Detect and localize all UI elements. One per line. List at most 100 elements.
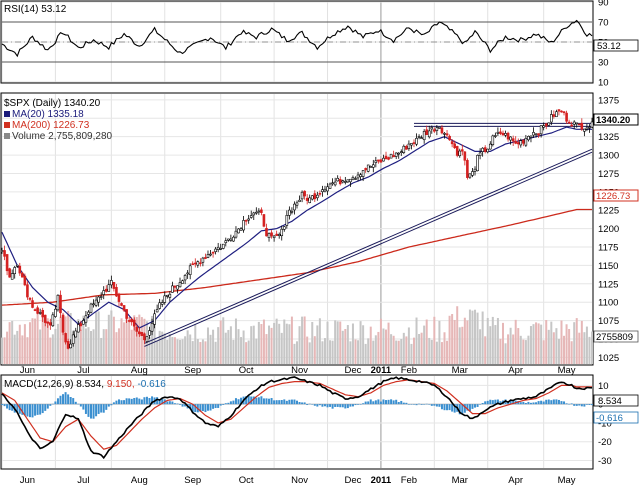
ma200-badge-text: 1226.73 — [596, 191, 630, 202]
macd-histogram-bar — [354, 404, 357, 406]
volume-bar — [489, 326, 492, 364]
month-label-sep: Sep — [184, 365, 201, 376]
candle-body — [176, 285, 179, 290]
macd-histogram-bar — [171, 401, 174, 405]
macd-histogram-bar — [151, 396, 154, 405]
macd-histogram-bar — [115, 400, 118, 405]
macd-histogram-bar — [547, 399, 550, 405]
volume-bar — [568, 328, 571, 364]
macd-histogram-bar — [97, 404, 100, 414]
macd-histogram-bar — [369, 399, 372, 405]
volume-bar — [204, 341, 207, 364]
candle-body — [519, 140, 523, 146]
candle-body — [318, 193, 322, 195]
macd-histogram-bar — [463, 404, 466, 413]
volume-bar — [364, 343, 367, 364]
macd-histogram-bar — [191, 404, 194, 413]
macd-histogram-bar — [430, 404, 433, 406]
candle-body — [28, 297, 32, 300]
macd-histogram-bar — [128, 398, 131, 405]
macd-histogram-bar — [140, 399, 143, 405]
volume-bar — [323, 338, 326, 364]
candle-body — [270, 232, 273, 237]
volume-bar — [496, 317, 499, 364]
volume-bar — [288, 324, 291, 364]
price-axis-tick-0: 1375 — [598, 95, 619, 106]
candle-body — [132, 319, 136, 327]
volume-bar — [262, 319, 265, 364]
volume-bar — [171, 336, 174, 364]
macd-histogram-bar — [397, 402, 400, 405]
macd-histogram-bar — [173, 403, 176, 405]
candle-body — [145, 336, 149, 342]
candle-body — [201, 257, 205, 263]
candle-body — [560, 110, 563, 113]
volume-bar — [115, 332, 118, 364]
volume-bar — [214, 341, 217, 364]
volume-bar — [507, 334, 510, 364]
volume-bar — [56, 323, 59, 364]
volume-bar — [486, 317, 489, 364]
macd-signal-line — [1, 379, 592, 450]
volume-badge-text: 2755809 — [596, 332, 633, 343]
macd-histogram-bar — [148, 398, 151, 405]
macd-histogram-bar — [346, 404, 349, 409]
ma200-line — [1, 208, 592, 306]
volume-bar — [242, 330, 245, 364]
volume-bar — [524, 340, 527, 364]
macd-histogram-bar — [112, 402, 115, 405]
macd-histogram-bar — [273, 400, 276, 405]
candle-body — [565, 112, 568, 122]
volume-bar — [504, 343, 507, 364]
volume-bar — [476, 312, 479, 364]
rsi-title: RSI(14) 53.12 — [4, 4, 67, 15]
candle-body — [476, 155, 479, 172]
candle-body — [534, 133, 538, 136]
candle-body — [537, 133, 540, 136]
macd-histogram-bar — [79, 404, 82, 407]
macd-histogram-bar — [532, 402, 535, 405]
candle-body — [384, 155, 388, 160]
macd-histogram-bar — [334, 404, 337, 407]
macd-histogram-bar — [418, 403, 421, 405]
macd-histogram-bar — [107, 404, 110, 407]
candle-body — [394, 152, 398, 157]
volume-bar — [260, 324, 263, 364]
candle-body — [585, 127, 589, 130]
volume-bar — [474, 309, 477, 364]
candle-body — [377, 159, 380, 162]
macd-histogram-bar — [257, 397, 260, 405]
volume-bar — [354, 339, 357, 364]
candle-body — [255, 211, 258, 214]
macd-histogram-bar — [77, 403, 80, 405]
candle-body — [51, 314, 55, 327]
candle-body — [290, 210, 294, 213]
macd-histogram-bar — [62, 394, 65, 405]
volume-bar — [321, 341, 324, 364]
ma200-legend-swatch — [4, 122, 10, 128]
price-axis-tick-12: 1075 — [598, 316, 619, 327]
candle-body — [232, 236, 235, 242]
candle-body — [539, 125, 543, 135]
support-trendline-b — [144, 151, 593, 347]
hist-badge-box — [593, 411, 639, 424]
candle-body — [506, 132, 510, 140]
volume-bar — [374, 335, 377, 364]
candle-body — [181, 280, 184, 284]
candle-body — [555, 111, 558, 118]
candle-body — [379, 159, 383, 163]
candle-body — [166, 294, 169, 297]
volume-bar — [537, 323, 540, 364]
macd-histogram-bar — [458, 404, 461, 415]
volume-bar — [18, 324, 21, 364]
macd-histogram-bar — [11, 404, 14, 411]
macd-histogram-bar — [189, 404, 192, 410]
volume-bar — [402, 332, 405, 364]
volume-bar — [557, 338, 560, 364]
rsi-badge-box — [593, 39, 639, 52]
candle-body — [496, 131, 500, 134]
volume-bar — [117, 328, 120, 364]
price-panel: $SPX (Daily) 1340.20 MA(20) 1335.18 MA(2… — [0, 92, 594, 366]
candle-body — [501, 132, 505, 136]
macd-histogram-bar — [179, 404, 182, 405]
